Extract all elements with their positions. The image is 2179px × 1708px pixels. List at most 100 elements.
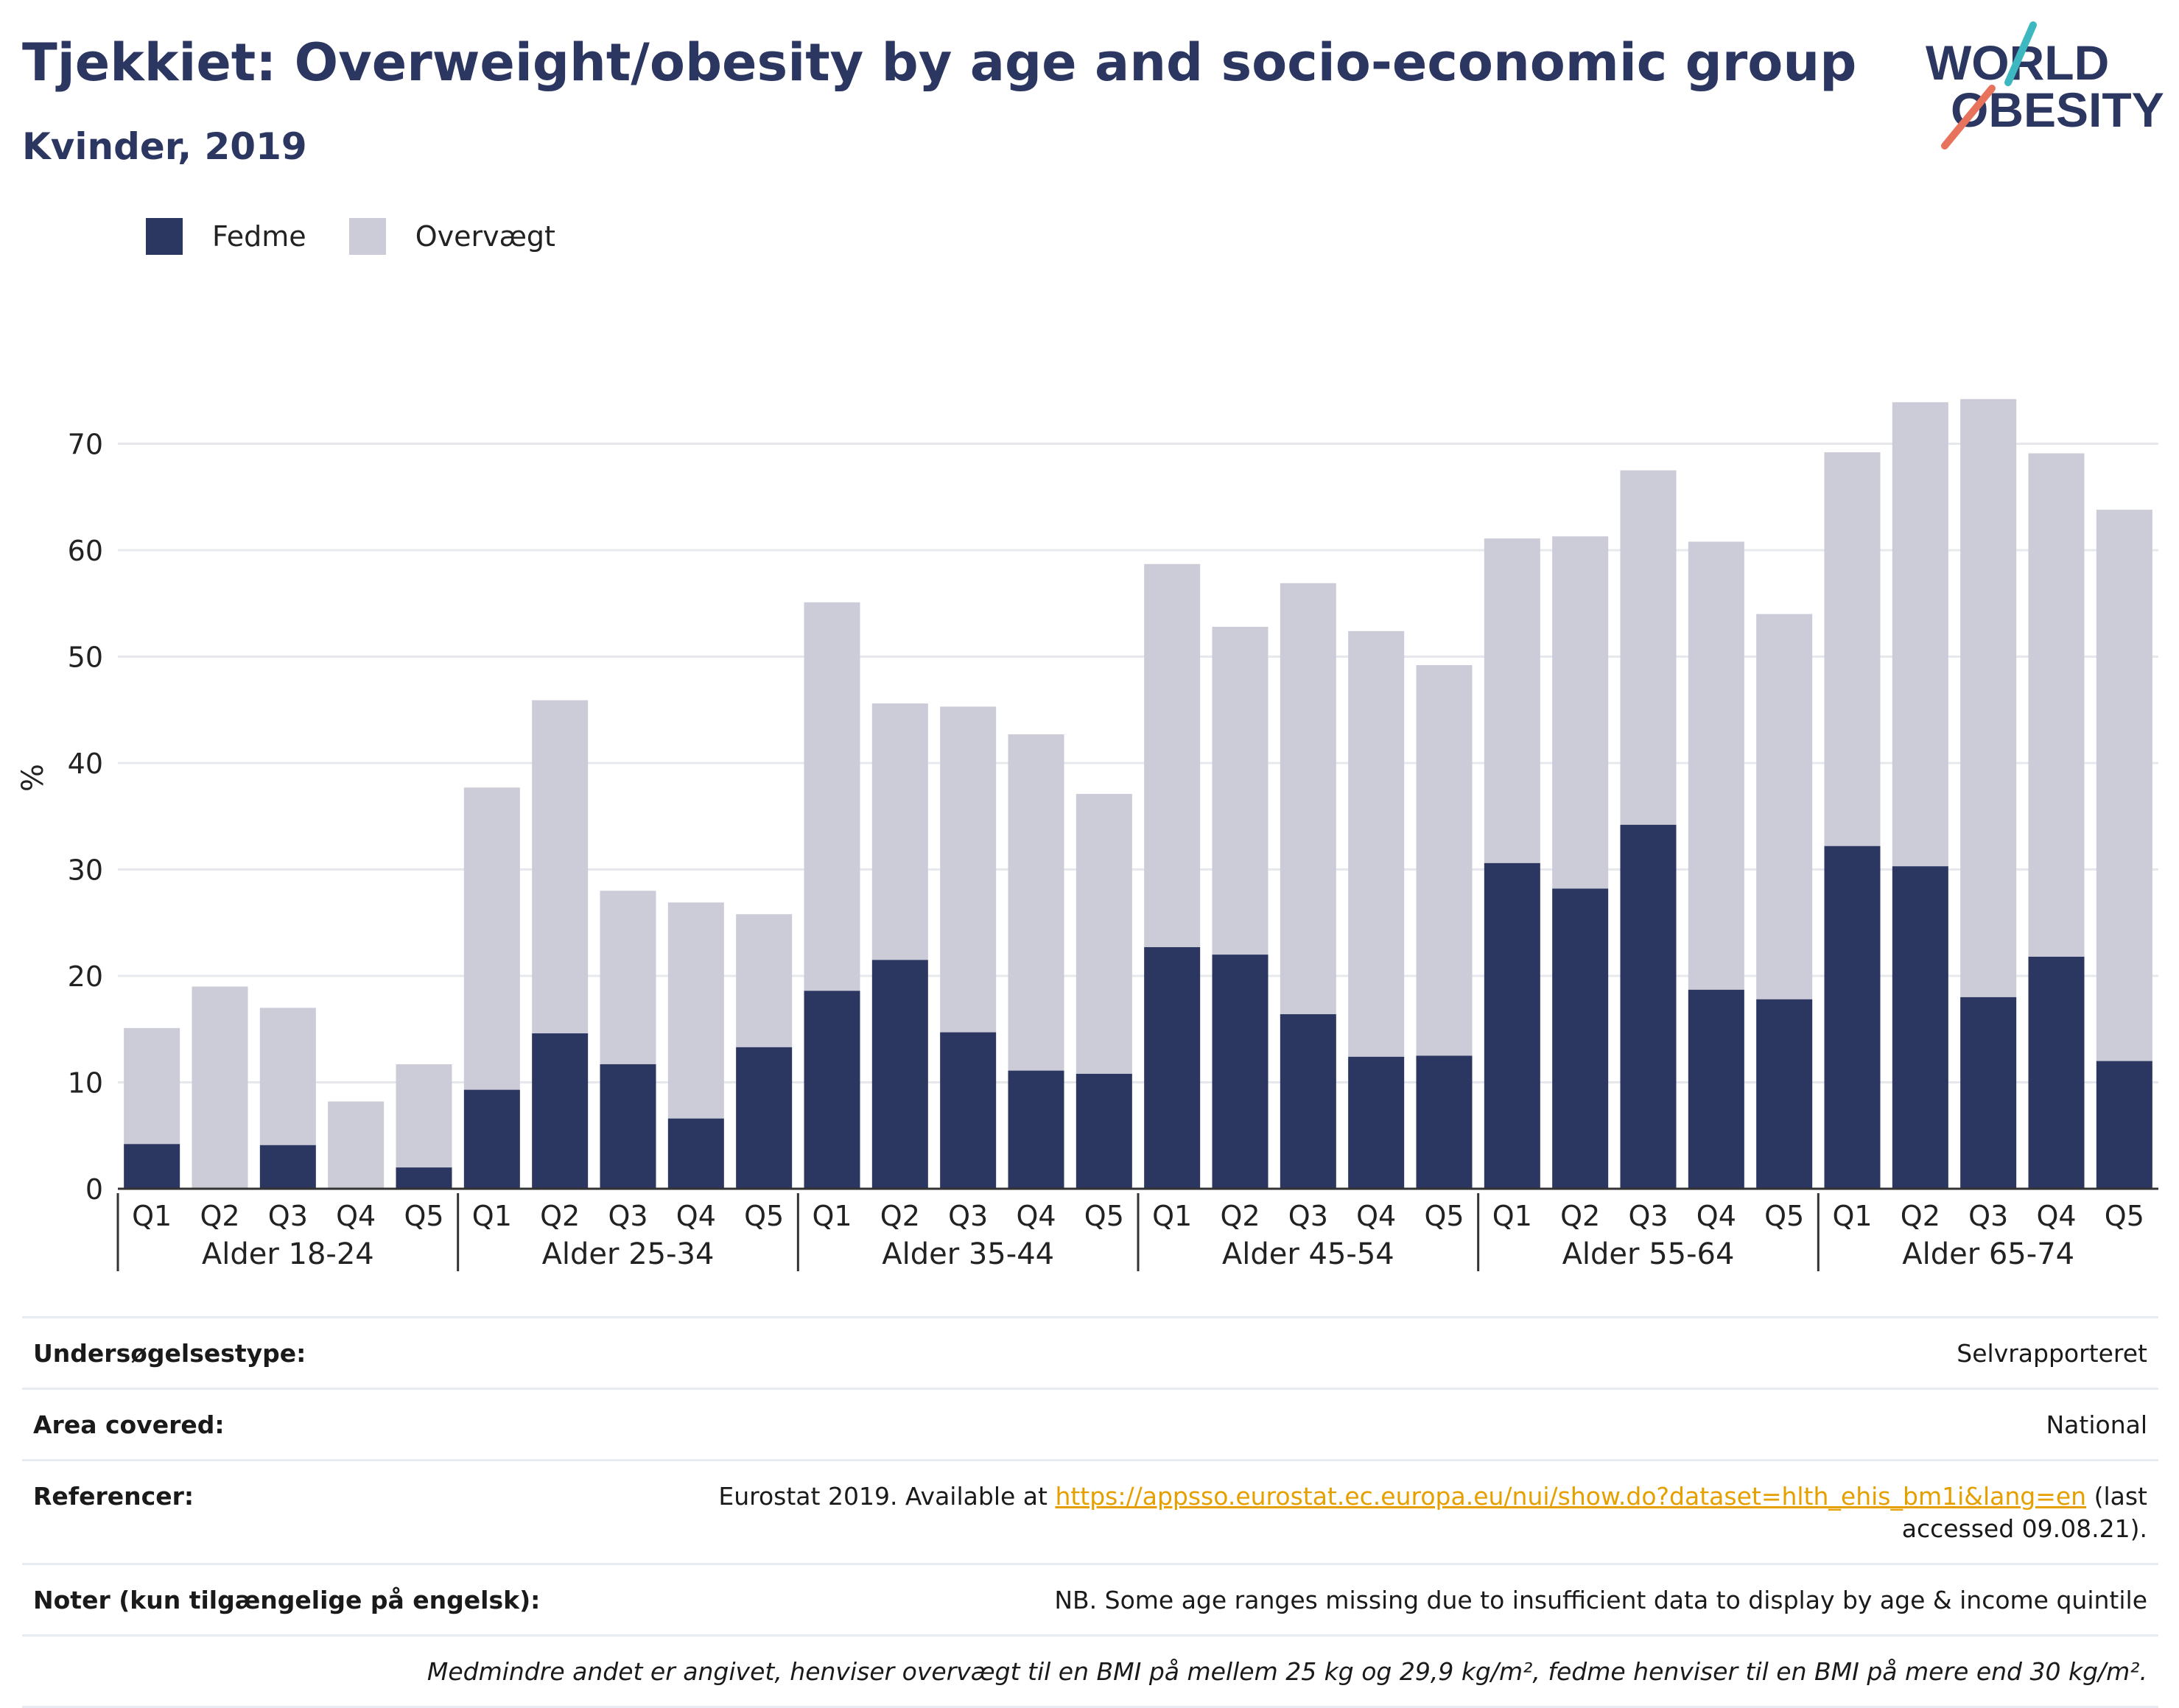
group-label: Alder 18-24	[202, 1237, 374, 1271]
footnote-row: Medmindre andet er angivet, henviser ove…	[22, 1634, 2158, 1708]
y-tick-label: 60	[68, 535, 103, 567]
reference-prefix: Eurostat 2019. Available at	[718, 1482, 1056, 1511]
logo-slash-teal	[2004, 21, 2037, 86]
page-title: Tjekkiet: Overweight/obesity by age and …	[22, 32, 1857, 93]
bar-overvaegt	[1892, 402, 1948, 867]
bar-fedme	[532, 1033, 589, 1189]
x-tick-label: Q2	[540, 1200, 580, 1232]
bar-overvaegt	[2096, 510, 2152, 1061]
info-table: Undersøgelsestype: Selvrapporteret Area …	[22, 1316, 2158, 1708]
info-label: Referencer:	[33, 1482, 194, 1511]
bar-fedme	[1620, 824, 1677, 1189]
bar-overvaegt	[736, 914, 793, 1047]
bar-overvaegt	[1348, 630, 1405, 1057]
x-tick-label: Q3	[1968, 1200, 2008, 1232]
y-tick-label: 10	[68, 1067, 103, 1100]
bar-overvaegt	[1416, 665, 1473, 1056]
bar-fedme	[1280, 1014, 1336, 1189]
bars	[124, 398, 2152, 1189]
bar-overvaegt	[1960, 398, 2017, 997]
bar-fedme	[124, 1144, 180, 1189]
bar-fedme	[1756, 999, 1813, 1189]
x-tick-label: Q2	[1560, 1200, 1600, 1232]
bar-overvaegt	[1076, 793, 1132, 1074]
bar-overvaegt	[532, 700, 589, 1034]
x-tick-label: Q5	[1424, 1200, 1464, 1232]
y-tick-label: 70	[68, 429, 103, 461]
info-row-references: Referencer: Eurostat 2019. Available at …	[22, 1459, 2158, 1563]
bar-overvaegt	[1484, 538, 1540, 863]
info-label: Undersøgelsestype:	[33, 1339, 306, 1368]
info-label: Noter (kun tilgængelige på engelsk):	[33, 1586, 541, 1614]
info-row-notes: Noter (kun tilgængelige på engelsk): NB.…	[22, 1563, 2158, 1634]
bar-overvaegt	[1688, 541, 1744, 990]
bar-fedme	[1484, 862, 1540, 1189]
group-label: Alder 55-64	[1562, 1237, 1735, 1271]
bar-overvaegt	[328, 1101, 385, 1189]
bar-overvaegt	[600, 890, 656, 1064]
x-tick-label: Q4	[676, 1200, 716, 1232]
legend-label-fedme: Fedme	[212, 220, 306, 253]
bar-overvaegt	[1552, 536, 1609, 889]
bar-fedme	[1212, 955, 1269, 1189]
y-tick-label: 50	[68, 642, 103, 674]
x-tick-label: Q1	[1832, 1200, 1872, 1232]
x-tick-label: Q3	[948, 1200, 988, 1232]
info-row-survey-type: Undersøgelsestype: Selvrapporteret	[22, 1316, 2158, 1388]
logo-slash-coral	[1941, 85, 1996, 150]
info-value: Selvrapporteret	[1957, 1339, 2147, 1368]
x-tick-label: Q3	[268, 1200, 308, 1232]
y-tick-label: 40	[68, 748, 103, 780]
bar-fedme	[940, 1032, 997, 1189]
bar-overvaegt	[940, 706, 997, 1033]
x-tick-label: Q1	[1152, 1200, 1192, 1232]
bar-fedme	[871, 960, 928, 1189]
bar-overvaegt	[124, 1027, 180, 1145]
legend-label-overvaegt: Overvægt	[415, 220, 555, 253]
info-row-area-covered: Area covered: National	[22, 1388, 2158, 1459]
bar-fedme	[259, 1145, 316, 1189]
bar-fedme	[1416, 1055, 1473, 1189]
x-tick-label: Q5	[744, 1200, 784, 1232]
bar-fedme	[2028, 956, 2085, 1189]
bar-fedme	[463, 1089, 520, 1189]
eurostat-link[interactable]: https://appsso.eurostat.ec.europa.eu/nui…	[1055, 1482, 2087, 1511]
bar-overvaegt	[192, 986, 248, 1189]
y-tick-label: 20	[68, 960, 103, 993]
x-tick-label: Q5	[2105, 1200, 2144, 1232]
bar-fedme	[1688, 989, 1744, 1189]
group-label: Alder 35-44	[882, 1237, 1054, 1271]
info-label: Area covered:	[33, 1410, 225, 1439]
info-value-references: Eurostat 2019. Available at https://apps…	[674, 1480, 2147, 1545]
bar-overvaegt	[396, 1064, 452, 1168]
x-tick-label: Q2	[880, 1200, 920, 1232]
page-subtitle: Kvinder, 2019	[22, 125, 307, 168]
bar-overvaegt	[1620, 470, 1677, 825]
info-value: National	[2046, 1410, 2147, 1439]
bar-fedme	[667, 1118, 724, 1189]
bar-overvaegt	[1008, 734, 1064, 1071]
bar-fedme	[1076, 1073, 1132, 1189]
bar-overvaegt	[667, 902, 724, 1119]
x-tick-label: Q3	[1628, 1200, 1668, 1232]
x-tick-label: Q5	[1084, 1200, 1124, 1232]
legend: Fedme Overvægt	[146, 218, 598, 255]
x-tick-label: Q4	[1696, 1200, 1736, 1232]
group-label: Alder 45-54	[1222, 1237, 1394, 1271]
bar-fedme	[1144, 946, 1201, 1189]
bar-overvaegt	[804, 602, 860, 991]
bar-fedme	[1960, 997, 2017, 1189]
x-tick-label: Q4	[1016, 1200, 1056, 1232]
x-tick-label: Q2	[1220, 1200, 1260, 1232]
bar-overvaegt	[2028, 453, 2085, 957]
bar-overvaegt	[463, 787, 520, 1090]
bar-fedme	[804, 991, 860, 1189]
legend-item-overvaegt[interactable]: Overvægt	[348, 218, 555, 255]
x-tick-label: Q3	[1288, 1200, 1328, 1232]
bar-overvaegt	[259, 1008, 316, 1145]
x-tick-label: Q4	[336, 1200, 376, 1232]
bar-overvaegt	[1212, 627, 1269, 955]
world-obesity-logo: WORLD OBESITY	[1926, 21, 2164, 150]
y-tick-label: 0	[85, 1173, 103, 1206]
legend-item-fedme[interactable]: Fedme	[146, 218, 306, 255]
